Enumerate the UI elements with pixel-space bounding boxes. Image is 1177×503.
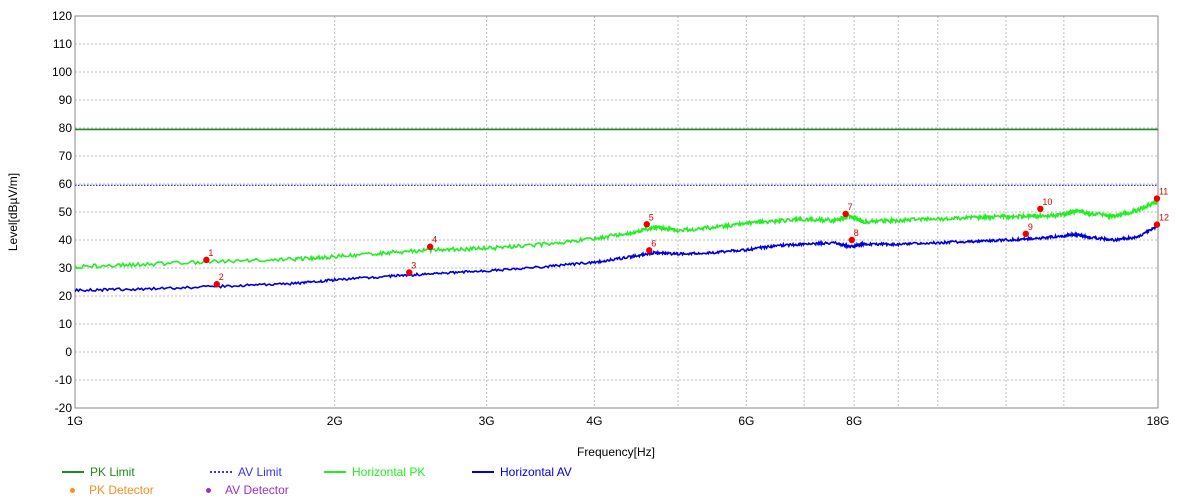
marker-label-10: 10 — [1042, 197, 1052, 207]
x-axis-label: Frequency[Hz] — [577, 445, 655, 459]
legend-item-pk-detector: PK Detector — [62, 482, 154, 498]
plot-frame — [74, 15, 1159, 409]
marker-point-11 — [1153, 195, 1161, 202]
x-tick-label: 18G — [1147, 414, 1170, 428]
x-tick-label: 8G — [846, 414, 862, 428]
legend-row-detectors: PK Detector AV Detector — [62, 482, 762, 498]
legend-label-horizontal-pk: Horizontal PK — [352, 465, 426, 479]
y-tick-label: 110 — [53, 37, 72, 51]
x-tick-label: 2G — [327, 414, 343, 428]
y-tick-label: 50 — [59, 205, 73, 219]
grid — [74, 15, 1159, 409]
marker-label-7: 7 — [848, 202, 853, 212]
legend-swatch-horizontal-pk — [324, 471, 346, 473]
legend-item-horizontal-av: Horizontal AV — [472, 464, 572, 480]
marker-point-9 — [1022, 230, 1030, 238]
y-tick-label: 70 — [59, 149, 73, 163]
marker-point-10 — [1037, 205, 1044, 213]
series-layer — [74, 128, 1159, 293]
y-tick-label: 30 — [59, 261, 73, 275]
legend-swatch-av-detector — [206, 487, 211, 493]
x-tick-label: 3G — [479, 414, 495, 428]
y-axis-label: Level[dBµV/m] — [6, 173, 20, 251]
y-tick-label: 120 — [52, 9, 72, 23]
x-tick-label: 1G — [67, 414, 83, 428]
marker-point-3 — [406, 269, 413, 276]
marker-label-5: 5 — [649, 212, 654, 222]
x-tick-label: 4G — [586, 414, 602, 428]
legend-item-av-detector: AV Detector — [198, 482, 289, 498]
marker-point-8 — [848, 236, 856, 244]
x-axis-ticks: 1G 2G 3G 4G 6G 8G 18G — [67, 414, 1169, 428]
legend-swatch-pk-detector — [70, 487, 75, 493]
y-tick-label: 40 — [59, 233, 73, 247]
series-horizontal-av — [74, 225, 1159, 293]
marker-point-2 — [213, 281, 220, 288]
marker-point-7 — [842, 210, 849, 218]
y-tick-label: 90 — [59, 93, 73, 107]
y-tick-label: 10 — [59, 317, 73, 331]
legend: PK Limit AV Limit Horizontal PK Horizont… — [62, 464, 762, 500]
marker-label-8: 8 — [854, 228, 859, 238]
marker-label-11: 11 — [1159, 187, 1168, 197]
legend-label-av-limit: AV Limit — [238, 465, 282, 479]
marker-label-6: 6 — [651, 238, 656, 248]
legend-item-av-limit: AV Limit — [210, 464, 282, 480]
y-tick-label: 20 — [59, 289, 73, 303]
legend-label-pk-detector: PK Detector — [89, 483, 154, 497]
legend-swatch-av-limit — [210, 471, 232, 473]
marker-point-5 — [643, 221, 651, 228]
marker-label-12: 12 — [1159, 213, 1169, 223]
marker-point-12 — [1153, 221, 1161, 228]
marker-label-3: 3 — [411, 260, 416, 270]
legend-item-pk-limit: PK Limit — [62, 464, 135, 480]
y-axis-ticks: -20 -10 0 10 20 30 40 50 60 70 80 90 100 110 120 — [52, 9, 72, 415]
legend-label-horizontal-av: Horizontal AV — [500, 465, 572, 479]
y-tick-label: 0 — [65, 345, 72, 359]
marker-point-1 — [203, 256, 210, 264]
legend-label-pk-limit: PK Limit — [90, 465, 135, 479]
marker-point-6 — [646, 247, 653, 254]
y-tick-label: 80 — [59, 121, 73, 135]
y-tick-label: -20 — [55, 401, 73, 415]
marker-label-4: 4 — [432, 235, 437, 245]
legend-item-horizontal-pk: Horizontal PK — [324, 464, 425, 480]
legend-label-av-detector: AV Detector — [225, 483, 289, 497]
marker-label-9: 9 — [1028, 222, 1033, 232]
legend-row-lines: PK Limit AV Limit Horizontal PK Horizont… — [62, 464, 762, 480]
y-tick-label: 60 — [59, 177, 73, 191]
y-tick-label: -10 — [55, 373, 73, 387]
legend-swatch-pk-limit — [62, 471, 84, 473]
legend-swatch-horizontal-av — [472, 471, 494, 473]
x-tick-label: 6G — [738, 414, 754, 428]
series-horizontal-pk — [74, 198, 1159, 270]
marker-label-1: 1 — [208, 248, 213, 258]
marker-label-2: 2 — [219, 272, 224, 282]
y-tick-label: 100 — [52, 65, 72, 79]
marker-point-4 — [426, 243, 434, 250]
